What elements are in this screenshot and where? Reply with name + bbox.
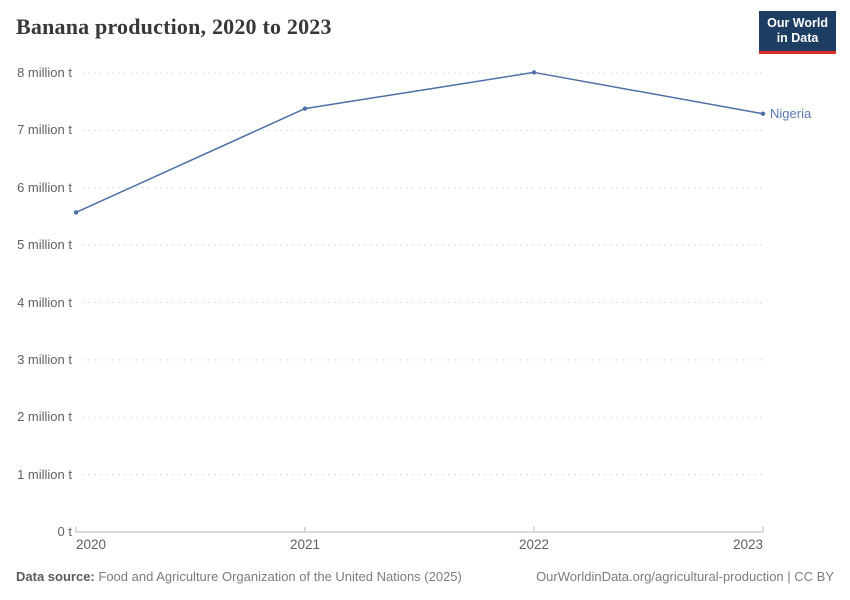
x-axis-tick-label: 2022: [518, 537, 550, 552]
y-axis-tick-label: 8 million t: [17, 65, 72, 80]
owid-logo-line2: in Data: [776, 31, 819, 46]
chart-title: Banana production, 2020 to 2023: [16, 14, 332, 39]
y-axis-tick-label: 4 million t: [17, 294, 72, 310]
y-axis-tick-label: 5 million t: [17, 237, 72, 253]
y-axis-tick-label: 3 million t: [17, 351, 72, 367]
entity-label-nigeria[interactable]: Nigeria: [770, 105, 812, 121]
data-point-2021[interactable]: [302, 106, 308, 111]
data-source-text: Food and Agriculture Organization of the…: [98, 569, 462, 584]
owid-logo: Our World in Data: [759, 11, 836, 54]
footer-link[interactable]: OurWorldinData.org/agricultural-producti…: [536, 569, 834, 584]
y-axis-tick-label: 1 million t: [17, 466, 72, 482]
data-point-2023[interactable]: [760, 111, 766, 116]
data-point-2020[interactable]: [73, 210, 79, 215]
x-axis-tick-label: 2023: [732, 537, 763, 552]
y-axis-tick-label: 2 million t: [17, 409, 72, 425]
x-axis-tick-label: 2020: [76, 537, 107, 552]
y-axis-tick-label: 0 t: [57, 524, 72, 539]
y-axis-tick-label: 7 million t: [17, 122, 72, 138]
data-point-2022[interactable]: [531, 70, 537, 75]
x-axis-tick-label: 2021: [289, 537, 321, 552]
y-axis-tick-label: 6 million t: [17, 179, 72, 195]
data-source-label: Data source:: [16, 569, 95, 584]
series-line-nigeria[interactable]: [75, 71, 764, 214]
owid-logo-line1: Our World: [767, 16, 828, 30]
footer-data-source: Data source: Food and Agriculture Organi…: [16, 569, 462, 584]
